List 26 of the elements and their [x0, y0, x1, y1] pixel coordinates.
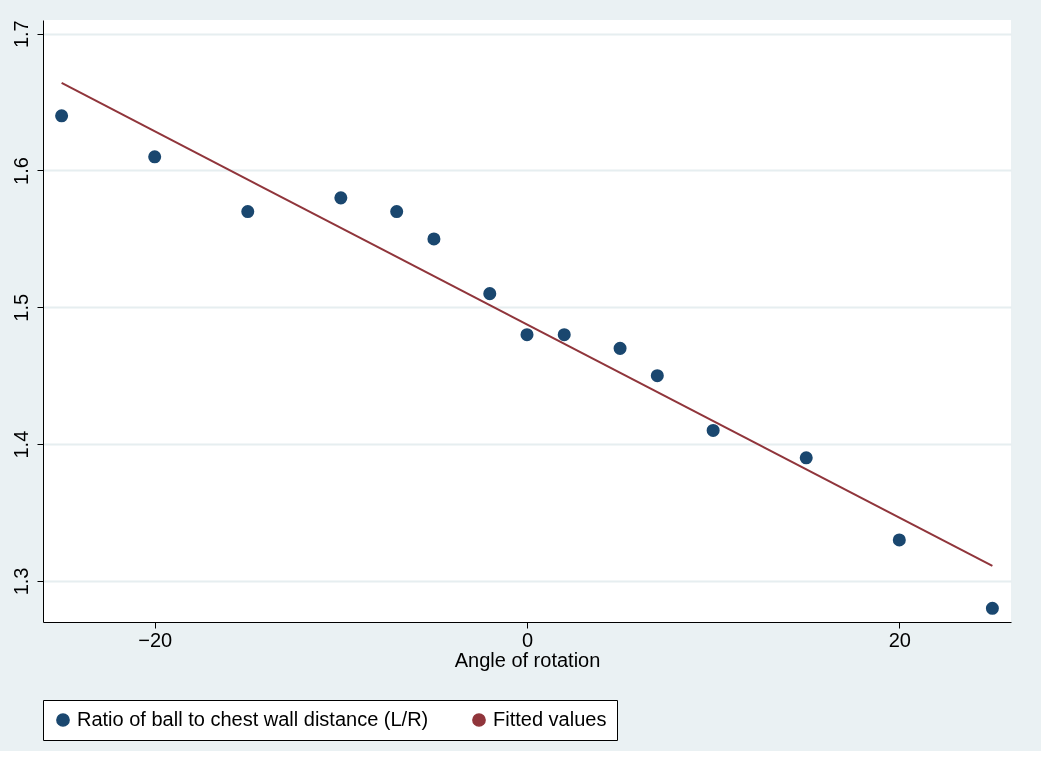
- legend-label: Fitted values: [493, 708, 607, 730]
- x-axis-title: Angle of rotation: [454, 648, 601, 671]
- point: [427, 232, 441, 246]
- point: [613, 341, 627, 355]
- point: [241, 205, 255, 219]
- point: [390, 205, 404, 219]
- point: [706, 423, 720, 437]
- legend-label: Ratio of ball to chest wall distance (L/R): [77, 708, 429, 730]
- y-tick-label: 1.5: [9, 293, 32, 322]
- y-tick-label: 1.7: [9, 20, 32, 49]
- x-tick-label: 0: [521, 628, 534, 651]
- y-tick-label: 1.4: [9, 430, 32, 459]
- y-tick-label: 1.3: [9, 567, 32, 596]
- point: [799, 451, 813, 465]
- point: [483, 287, 497, 301]
- x-tick-label: −20: [138, 628, 173, 651]
- y-tick-label: 1.6: [9, 157, 32, 185]
- point: [557, 328, 571, 342]
- point: [520, 328, 534, 342]
- point: [55, 109, 69, 123]
- point: [650, 369, 664, 383]
- point: [334, 191, 348, 205]
- x-tick-label: 20: [888, 628, 911, 651]
- point: [985, 601, 999, 615]
- point: [148, 150, 162, 164]
- point: [892, 533, 906, 547]
